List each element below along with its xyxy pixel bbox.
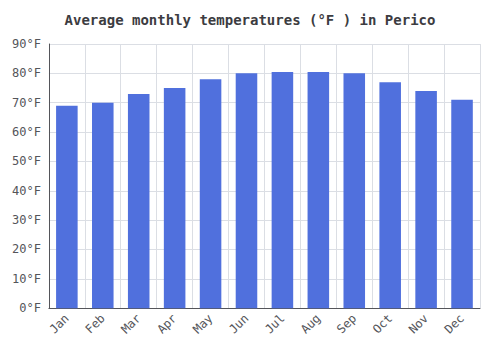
- svg-text:Oct: Oct: [370, 311, 395, 336]
- svg-text:90°F: 90°F: [12, 37, 41, 51]
- svg-text:Jan: Jan: [47, 311, 72, 336]
- svg-text:Apr: Apr: [154, 311, 179, 336]
- svg-text:10°F: 10°F: [12, 272, 41, 286]
- svg-text:50°F: 50°F: [12, 154, 41, 168]
- svg-text:60°F: 60°F: [12, 125, 41, 139]
- svg-text:Aug: Aug: [298, 311, 323, 336]
- svg-text:Average monthly temperatures (: Average monthly temperatures (°F ) in Pe…: [65, 12, 436, 28]
- svg-text:40°F: 40°F: [12, 184, 41, 198]
- svg-text:0°F: 0°F: [19, 301, 41, 315]
- svg-text:Jul: Jul: [262, 311, 287, 336]
- svg-text:80°F: 80°F: [12, 66, 41, 80]
- svg-text:20°F: 20°F: [12, 242, 41, 256]
- svg-text:Mar: Mar: [118, 311, 143, 336]
- svg-text:Nov: Nov: [406, 311, 431, 336]
- svg-text:Dec: Dec: [442, 311, 467, 336]
- svg-text:70°F: 70°F: [12, 96, 41, 110]
- svg-text:Feb: Feb: [83, 311, 108, 336]
- svg-text:30°F: 30°F: [12, 213, 41, 227]
- svg-text:May: May: [190, 311, 215, 336]
- svg-text:Sep: Sep: [334, 311, 359, 336]
- svg-text:Jun: Jun: [226, 311, 251, 336]
